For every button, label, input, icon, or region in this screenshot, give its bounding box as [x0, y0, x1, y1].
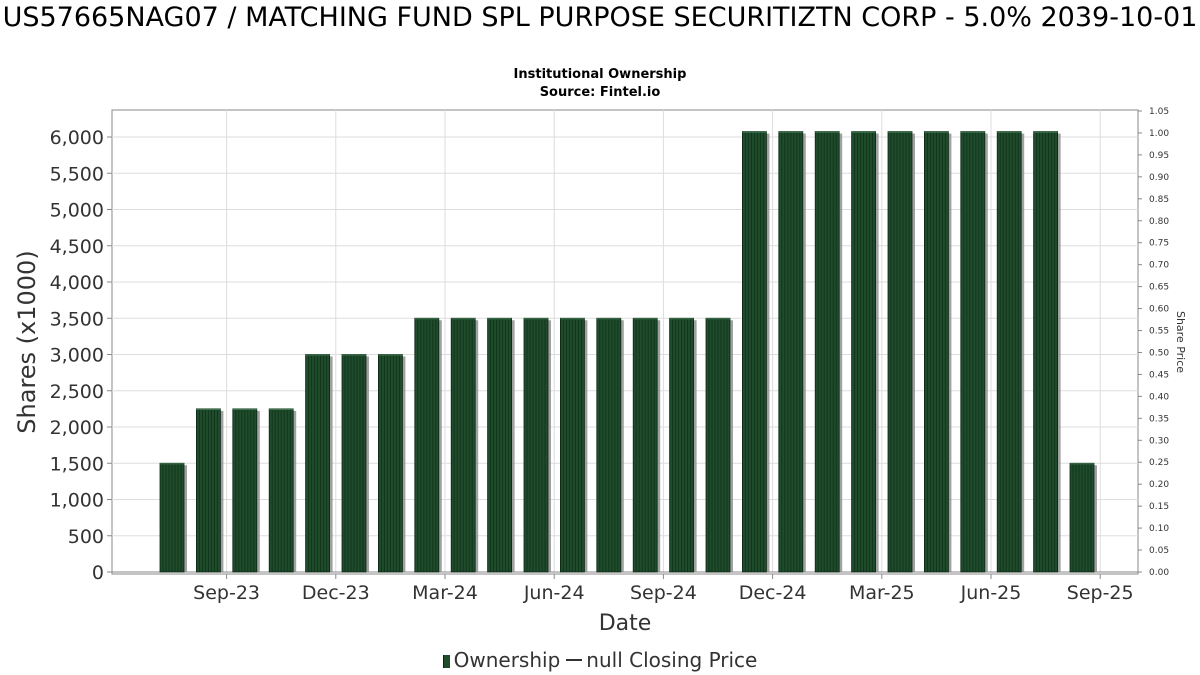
x-tick-label: Jun-25: [960, 582, 1022, 604]
y-tick-label: 500: [68, 526, 104, 548]
chart-legend: Ownership null Closing Price: [0, 648, 1200, 672]
y2-tick-label: 0.50: [1149, 348, 1169, 358]
chart-source: Source: Fintel.io: [539, 85, 661, 100]
ownership-bar: [268, 408, 297, 573]
y-tick-label: 4,500: [50, 236, 104, 258]
ownership-bar: [305, 354, 333, 573]
ownership-bar: [669, 317, 697, 573]
y2-tick-label: 0.00: [1149, 568, 1169, 578]
y2-tick-label: 0.95: [1149, 151, 1169, 161]
ownership-bar: [632, 317, 661, 573]
y2-tick-label: 0.90: [1149, 173, 1169, 183]
ownership-bar: [159, 462, 187, 573]
y-tick-label: 1,500: [50, 453, 104, 475]
ownership-bar: [778, 131, 806, 573]
y2-axis-ticks: 0.00 0.05 0.10 0.15 0.20 0.25 0.30 0.35 0.40 0.45…: [1138, 107, 1169, 578]
y2-tick-label: 0.40: [1149, 392, 1169, 402]
y-tick-label: 6,000: [50, 127, 104, 149]
y-axis-ticks: 0 500 1,000 1,500 2,000 2,500 3,000 3,500 4,000 4…: [50, 127, 112, 584]
y2-tick-label: 1.00: [1149, 129, 1169, 139]
y2-tick-label: 0.20: [1149, 480, 1169, 490]
ownership-bar: [523, 317, 551, 573]
x-tick-label: Dec-24: [739, 582, 807, 604]
y-axis-label: Shares (x1000): [13, 250, 41, 433]
price-legend-swatch: [566, 659, 583, 661]
x-tick-label: Jun-24: [523, 582, 585, 604]
y2-tick-label: 0.10: [1149, 524, 1169, 534]
ownership-bar: [560, 317, 588, 573]
chart-subtitle: Institutional Ownership: [513, 67, 687, 82]
y-tick-label: 3,500: [50, 308, 104, 330]
ownership-bar: [924, 131, 952, 573]
y-tick-label: 2,000: [50, 417, 104, 439]
ownership-bar: [705, 317, 733, 573]
ownership-bar: [341, 354, 369, 573]
ownership-bar: [195, 408, 224, 573]
ownership-legend-swatch: [442, 655, 450, 668]
x-tick-label: Sep-23: [193, 582, 260, 604]
ownership-bar: [742, 131, 770, 573]
x-axis-label: Date: [599, 611, 652, 636]
y2-tick-label: 1.05: [1149, 107, 1169, 117]
ownership-bar: [450, 317, 479, 573]
y2-tick-label: 0.60: [1149, 305, 1169, 315]
y2-tick-label: 0.55: [1149, 327, 1169, 337]
y-tick-label: 2,500: [50, 381, 104, 403]
y2-tick-label: 0.65: [1149, 283, 1169, 293]
y2-tick-label: 0.05: [1149, 546, 1169, 556]
ownership-bar: [232, 408, 260, 573]
y-tick-label: 5,500: [50, 163, 104, 185]
y2-tick-label: 0.15: [1149, 502, 1169, 512]
y2-tick-label: 0.30: [1149, 436, 1169, 446]
y-tick-label: 3,000: [50, 345, 104, 367]
ownership-bar: [414, 317, 442, 573]
x-tick-label: Mar-25: [849, 582, 915, 604]
ownership-bar: [377, 354, 406, 573]
x-tick-label: Sep-25: [1067, 582, 1134, 604]
ownership-bar: [487, 317, 515, 573]
y-tick-label: 5,000: [50, 200, 104, 222]
bars-layer: [159, 131, 1097, 573]
y-tick-label: 4,000: [50, 272, 104, 294]
y-tick-label: 1,000: [50, 490, 104, 512]
ownership-bar: [887, 131, 915, 573]
x-tick-label: Dec-23: [302, 582, 370, 604]
x-axis-ticks: Sep-23 Dec-23 Mar-24 Jun-24 Sep-24 Dec-24 Mar-…: [193, 574, 1134, 604]
y2-tick-label: 0.45: [1149, 370, 1169, 380]
ownership-bar: [851, 131, 879, 573]
ownership-bar: [596, 317, 624, 573]
y-tick-label: 0: [92, 562, 104, 584]
x-tick-label: Mar-24: [412, 582, 478, 604]
ownership-bar: [960, 131, 988, 573]
y2-tick-label: 0.85: [1149, 195, 1169, 205]
y2-axis-label: Share Price: [1174, 311, 1187, 373]
ownership-bar: [1033, 131, 1061, 573]
x-tick-label: Sep-24: [630, 582, 697, 604]
y2-tick-label: 0.75: [1149, 239, 1169, 249]
y2-tick-label: 0.70: [1149, 261, 1169, 271]
chart-title: US57665NAG07 / MATCHING FUND SPL PURPOSE…: [2, 2, 1198, 33]
ownership-bar: [814, 131, 843, 573]
ownership-bar: [1069, 462, 1097, 573]
ownership-legend-label: Ownership: [453, 648, 561, 672]
y2-tick-label: 0.35: [1149, 414, 1169, 424]
price-legend-label: null Closing Price: [586, 648, 758, 672]
ownership-bar: [996, 131, 1025, 573]
y2-tick-label: 0.25: [1149, 458, 1169, 468]
y2-tick-label: 0.80: [1149, 217, 1169, 227]
